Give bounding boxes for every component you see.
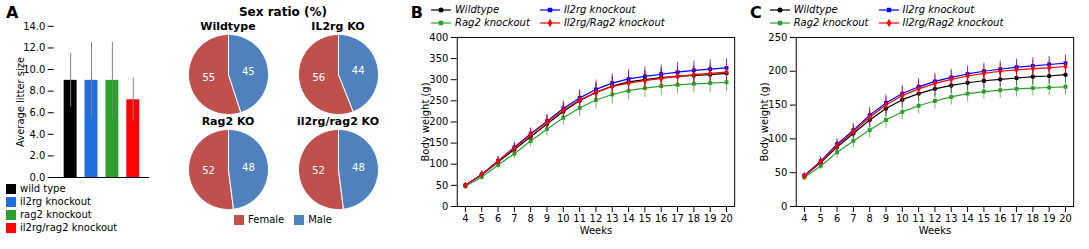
svg-text:50: 50 <box>775 167 788 178</box>
svg-text:100: 100 <box>429 158 448 169</box>
svg-text:17: 17 <box>671 213 684 224</box>
html-text:wild type: wild type <box>20 183 66 194</box>
html-text:Wildtype: Wildtype <box>455 4 500 15</box>
svg-text:4.0: 4.0 <box>29 129 45 140</box>
svg-text:250: 250 <box>768 32 787 43</box>
svg-text:250: 250 <box>429 95 448 106</box>
svg-text:44: 44 <box>352 65 365 76</box>
svg-text:55: 55 <box>202 72 215 83</box>
svg-text:17: 17 <box>1010 213 1023 224</box>
html-text:Rag2 KO: Rag2 KO <box>201 115 255 128</box>
html-text:Rag2 knockout: Rag2 knockout <box>455 17 530 28</box>
html-text:il2rg/rag2 knockout: il2rg/rag2 knockout <box>20 222 118 233</box>
svg-text:6: 6 <box>834 213 840 224</box>
svg-text:52: 52 <box>312 165 325 176</box>
svg-text:10.0: 10.0 <box>23 64 45 75</box>
svg-text:12: 12 <box>589 213 602 224</box>
html-text:il2rg/rag2 KO: il2rg/rag2 KO <box>296 115 379 128</box>
html-text:Wildtype: Wildtype <box>200 20 256 33</box>
svg-text:19: 19 <box>704 213 717 224</box>
svg-text:Weeks: Weeks <box>580 225 612 236</box>
svg-text:5: 5 <box>478 213 484 224</box>
svg-text:4: 4 <box>801 213 807 224</box>
svg-text:6.0: 6.0 <box>29 107 45 118</box>
svg-text:0: 0 <box>442 201 448 212</box>
html-text:Il2rg knockout: Il2rg knockout <box>563 4 636 15</box>
svg-text:0: 0 <box>781 201 787 212</box>
svg-text:9: 9 <box>544 213 550 224</box>
svg-text:Body weight (g): Body weight (g) <box>419 82 430 161</box>
svg-text:19: 19 <box>1043 213 1056 224</box>
svg-text:300: 300 <box>429 74 448 85</box>
svg-text:14.0: 14.0 <box>23 21 45 32</box>
svg-text:2.0: 2.0 <box>29 150 45 161</box>
svg-text:5: 5 <box>817 213 823 224</box>
svg-text:13: 13 <box>945 213 958 224</box>
html-text:IL2rg KO: IL2rg KO <box>311 20 365 33</box>
svg-text:6: 6 <box>495 213 501 224</box>
svg-text:10: 10 <box>896 213 909 224</box>
html-text:Male: Male <box>308 214 332 225</box>
html-text:B: B <box>410 3 423 22</box>
svg-text:100: 100 <box>768 133 787 144</box>
svg-text:200: 200 <box>429 116 448 127</box>
html-text:Sex ratio (%): Sex ratio (%) <box>239 5 327 19</box>
svg-text:400: 400 <box>429 32 448 43</box>
html-text:rag2 knockout: rag2 knockout <box>20 209 92 220</box>
html-text:Rag2 knockout: Rag2 knockout <box>793 17 869 28</box>
svg-text:48: 48 <box>242 162 255 173</box>
svg-text:20: 20 <box>720 213 733 224</box>
svg-text:7: 7 <box>850 213 856 224</box>
svg-text:10: 10 <box>557 213 570 224</box>
html-text:Il2rg knockout: Il2rg knockout <box>902 4 975 15</box>
svg-text:4: 4 <box>462 213 468 224</box>
html-text:A: A <box>6 3 19 22</box>
svg-text:50: 50 <box>435 180 448 191</box>
svg-text:48: 48 <box>352 162 365 173</box>
svg-text:8: 8 <box>866 213 872 224</box>
svg-text:20: 20 <box>1059 213 1072 224</box>
svg-text:8: 8 <box>527 213 533 224</box>
svg-text:52: 52 <box>202 165 215 176</box>
html-text:il2rg knockout: il2rg knockout <box>20 196 91 207</box>
svg-text:7: 7 <box>511 213 517 224</box>
svg-text:14: 14 <box>622 213 635 224</box>
svg-text:14: 14 <box>961 213 974 224</box>
svg-text:9: 9 <box>883 213 889 224</box>
svg-text:56: 56 <box>312 72 325 83</box>
svg-text:18: 18 <box>687 213 700 224</box>
svg-text:12.0: 12.0 <box>23 42 45 53</box>
svg-text:350: 350 <box>429 53 448 64</box>
html-text:Female: Female <box>248 214 285 225</box>
svg-text:Average litter size: Average litter size <box>15 57 26 147</box>
svg-text:18: 18 <box>1026 213 1039 224</box>
svg-text:12: 12 <box>929 213 942 224</box>
svg-text:11: 11 <box>912 213 925 224</box>
html-text:Wildtype: Wildtype <box>793 4 838 15</box>
svg-text:45: 45 <box>242 66 255 77</box>
svg-text:15: 15 <box>977 213 990 224</box>
svg-text:15: 15 <box>638 213 651 224</box>
svg-text:0.0: 0.0 <box>29 172 45 183</box>
svg-text:Body weight (g): Body weight (g) <box>758 82 769 161</box>
svg-text:13: 13 <box>606 213 619 224</box>
html-text:Il2rg/Rag2 knockout: Il2rg/Rag2 knockout <box>902 17 1004 28</box>
html-text:Il2rg/Rag2 knockout: Il2rg/Rag2 knockout <box>563 17 665 28</box>
svg-text:150: 150 <box>768 99 787 110</box>
html-text:C: C <box>749 3 762 22</box>
svg-text:200: 200 <box>768 65 787 76</box>
svg-text:11: 11 <box>573 213 586 224</box>
svg-text:150: 150 <box>429 137 448 148</box>
svg-text:16: 16 <box>655 213 668 224</box>
svg-text:16: 16 <box>994 213 1007 224</box>
svg-text:8.0: 8.0 <box>29 85 45 96</box>
svg-text:Weeks: Weeks <box>919 225 951 236</box>
